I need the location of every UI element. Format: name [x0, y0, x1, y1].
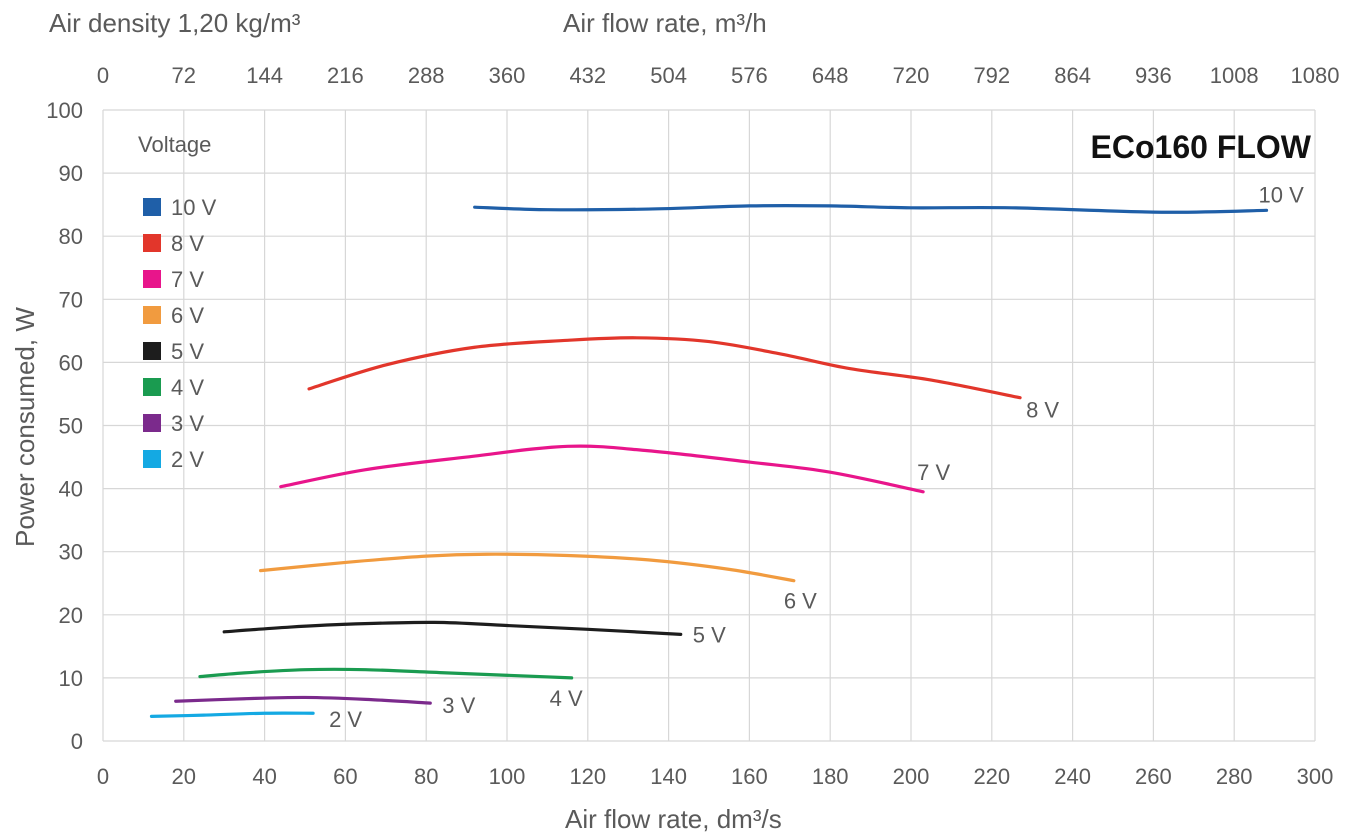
top-tick-label: 360	[489, 63, 526, 88]
y-tick-label: 40	[59, 477, 83, 502]
legend-label: 6 V	[171, 303, 204, 328]
y-tick-label: 90	[59, 161, 83, 186]
legend-label: 7 V	[171, 267, 204, 292]
legend-swatch	[143, 378, 161, 396]
x-tick-label: 120	[569, 764, 606, 789]
legend-swatch	[143, 450, 161, 468]
x-tick-label: 60	[333, 764, 357, 789]
data-curves	[149, 203, 1269, 718]
x-tick-label: 0	[97, 764, 109, 789]
series-line-6v	[258, 552, 796, 583]
series-end-label: 7 V	[917, 460, 950, 485]
top-tick-label: 1080	[1291, 63, 1340, 88]
legend-swatch	[143, 306, 161, 324]
series-end-label: 2 V	[329, 707, 362, 732]
series-end-label: 8 V	[1026, 398, 1059, 423]
x-tick-label: 260	[1135, 764, 1172, 789]
legend-swatch	[143, 198, 161, 216]
legend-swatch	[143, 234, 161, 252]
series-line-2v	[149, 711, 315, 718]
series-line-4v	[198, 667, 574, 680]
top-axis-title: Air flow rate, m³/h	[563, 8, 767, 38]
grid-lines	[102, 109, 1316, 742]
y-tick-label: 20	[59, 603, 83, 628]
series-line-7v	[279, 444, 925, 494]
y-tick-label: 80	[59, 224, 83, 249]
legend-label: 5 V	[171, 339, 204, 364]
x-tick-label: 200	[893, 764, 930, 789]
legend-label: 8 V	[171, 231, 204, 256]
series-line-3v	[174, 695, 432, 705]
y-tick-label: 100	[46, 98, 83, 123]
x-tick-label: 280	[1216, 764, 1253, 789]
x-tick-label: 180	[812, 764, 849, 789]
legend-title: Voltage	[138, 132, 211, 157]
series-end-label: 4 V	[550, 686, 583, 711]
top-tick-label: 648	[812, 63, 849, 88]
series-end-label: 6 V	[784, 589, 817, 614]
legend-swatch	[143, 414, 161, 432]
top-tick-label: 432	[569, 63, 606, 88]
top-tick-label: 720	[893, 63, 930, 88]
top-tick-label: 1008	[1210, 63, 1259, 88]
top-tick-label: 144	[246, 63, 283, 88]
top-tick-label: 864	[1054, 63, 1091, 88]
legend-swatch	[143, 270, 161, 288]
x-tick-label: 240	[1054, 764, 1091, 789]
y-tick-label: 50	[59, 414, 83, 439]
x-tick-label: 140	[650, 764, 687, 789]
series-line-10v	[473, 203, 1269, 214]
legend-label: 2 V	[171, 447, 204, 472]
x-tick-label: 80	[414, 764, 438, 789]
y-tick-label: 0	[71, 729, 83, 754]
x-tick-label: 20	[172, 764, 196, 789]
top-tick-label: 288	[408, 63, 445, 88]
top-tick-label: 72	[172, 63, 196, 88]
series-end-labels: 10 V 8 V 7 V 6 V 5 V 4 V 3 V 2 V	[329, 182, 1304, 732]
x-tick-label: 160	[731, 764, 768, 789]
series-line-8v	[307, 336, 1022, 400]
y-tick-label: 60	[59, 350, 83, 375]
y-tick-label: 70	[59, 287, 83, 312]
x-tick-label: 300	[1297, 764, 1334, 789]
top-left-label: Air density 1,20 kg/m³	[49, 8, 301, 38]
legend-label: 3 V	[171, 411, 204, 436]
x-tick-label: 220	[973, 764, 1010, 789]
series-end-label: 5 V	[693, 622, 726, 647]
legend-label: 4 V	[171, 375, 204, 400]
x-tick-label: 100	[489, 764, 526, 789]
legend: Voltage 10 V 8 V 7 V 6 V 5 V 4 V 3 V 2 V	[138, 132, 217, 472]
x-axis-title: Air flow rate, dm³/s	[565, 804, 782, 834]
legend-swatch	[143, 342, 161, 360]
top-tick-label: 216	[327, 63, 364, 88]
top-tick-label: 792	[973, 63, 1010, 88]
y-tick-label: 30	[59, 540, 83, 565]
y-axis-title: Power consumed, W	[10, 307, 40, 547]
series-end-label: 3 V	[442, 693, 475, 718]
y-tick-label: 10	[59, 666, 83, 691]
top-tick-label: 936	[1135, 63, 1172, 88]
x-tick-label: 40	[252, 764, 276, 789]
top-tick-label: 0	[97, 63, 109, 88]
legend-label: 10 V	[171, 195, 217, 220]
chart-title: ECo160 FLOW	[1091, 129, 1312, 165]
top-tick-label: 504	[650, 63, 687, 88]
top-tick-label: 576	[731, 63, 768, 88]
axis-tick-labels: 0 20 40 60 80 100 120 140 160 180 200 220 240 260 280 3…	[46, 63, 1339, 789]
series-line-5v	[222, 620, 683, 636]
series-end-label: 10 V	[1259, 182, 1305, 207]
